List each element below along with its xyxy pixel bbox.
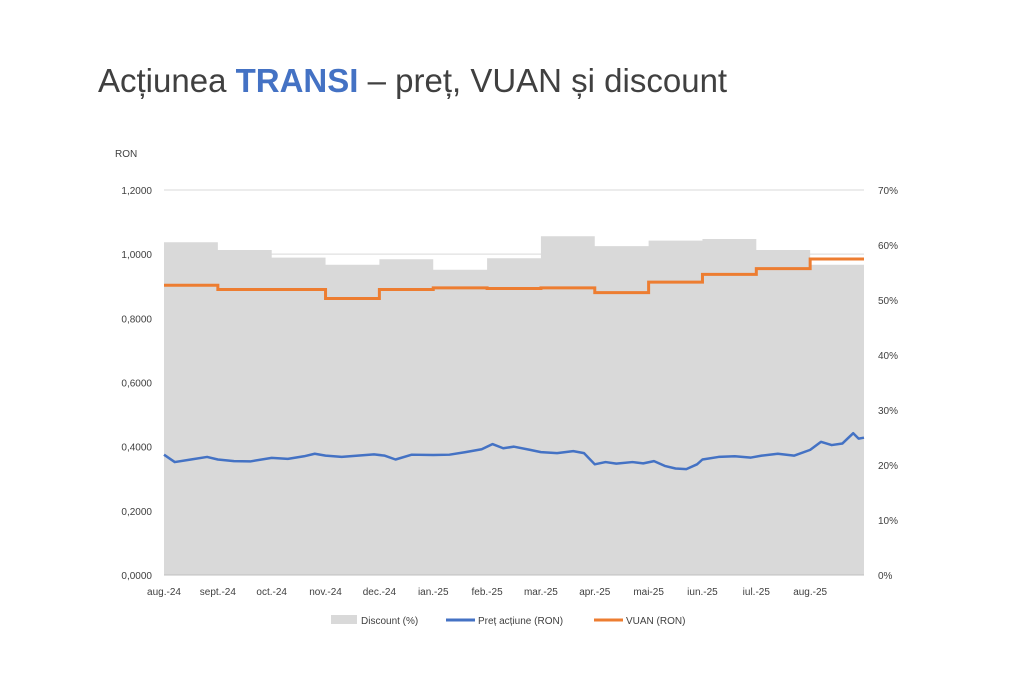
x-tick-label: dec.-24 [363,587,397,598]
x-tick-label: iul.-25 [743,587,771,598]
slide-title: Acțiunea TRANSI – preț, VUAN și discount [98,62,727,100]
x-tick-label: iun.-25 [687,587,718,598]
y-right-tick-label: 30% [878,406,898,417]
y-right-tick-label: 10% [878,516,898,527]
y-right-tick-label: 20% [878,461,898,472]
legend-label-price: Preț acțiune (RON) [478,616,563,627]
y-right-tick-label: 0% [878,571,893,582]
y-left-tick-label: 1,0000 [121,250,152,261]
x-tick-label: feb.-25 [472,587,504,598]
y-left-tick-label: 0,4000 [121,443,152,454]
x-tick-label: aug.-25 [793,587,827,598]
y-right-tick-label: 70% [878,186,898,197]
x-tick-label: mar.-25 [524,587,558,598]
y-left-tick-label: 0,8000 [121,314,152,325]
price-line [163,431,865,471]
x-tick-label: oct.-24 [256,587,287,598]
vuan-line [164,257,864,300]
y-right-tick-label: 40% [878,351,898,362]
legend-label-discount: Discount (%) [361,616,418,627]
x-tick-label: mai-25 [633,587,664,598]
legend-label-vuan: VUAN (RON) [626,616,685,627]
x-tick-label: ian.-25 [418,587,449,598]
y-right-tick-label: 50% [878,296,898,307]
legend-swatch-discount [331,615,357,624]
title-highlight: TRANSI [235,62,359,99]
y-left-tick-label: 0,2000 [121,507,152,518]
y-left-tick-label: 0,6000 [121,379,152,390]
x-tick-label: sept.-24 [200,587,237,598]
title-prefix: Acțiunea [98,62,236,99]
title-suffix: – preț, VUAN și discount [358,62,728,99]
discount-area [164,236,864,575]
x-tick-label: nov.-24 [309,587,342,598]
y-right-tick-label: 60% [878,241,898,252]
y-left-tick-label: 1,2000 [121,186,152,197]
y-left-tick-label: 0,0000 [121,571,152,582]
y-left-unit-label: RON [115,149,137,160]
x-tick-label: apr.-25 [579,587,611,598]
x-tick-label: aug.-24 [147,587,181,598]
